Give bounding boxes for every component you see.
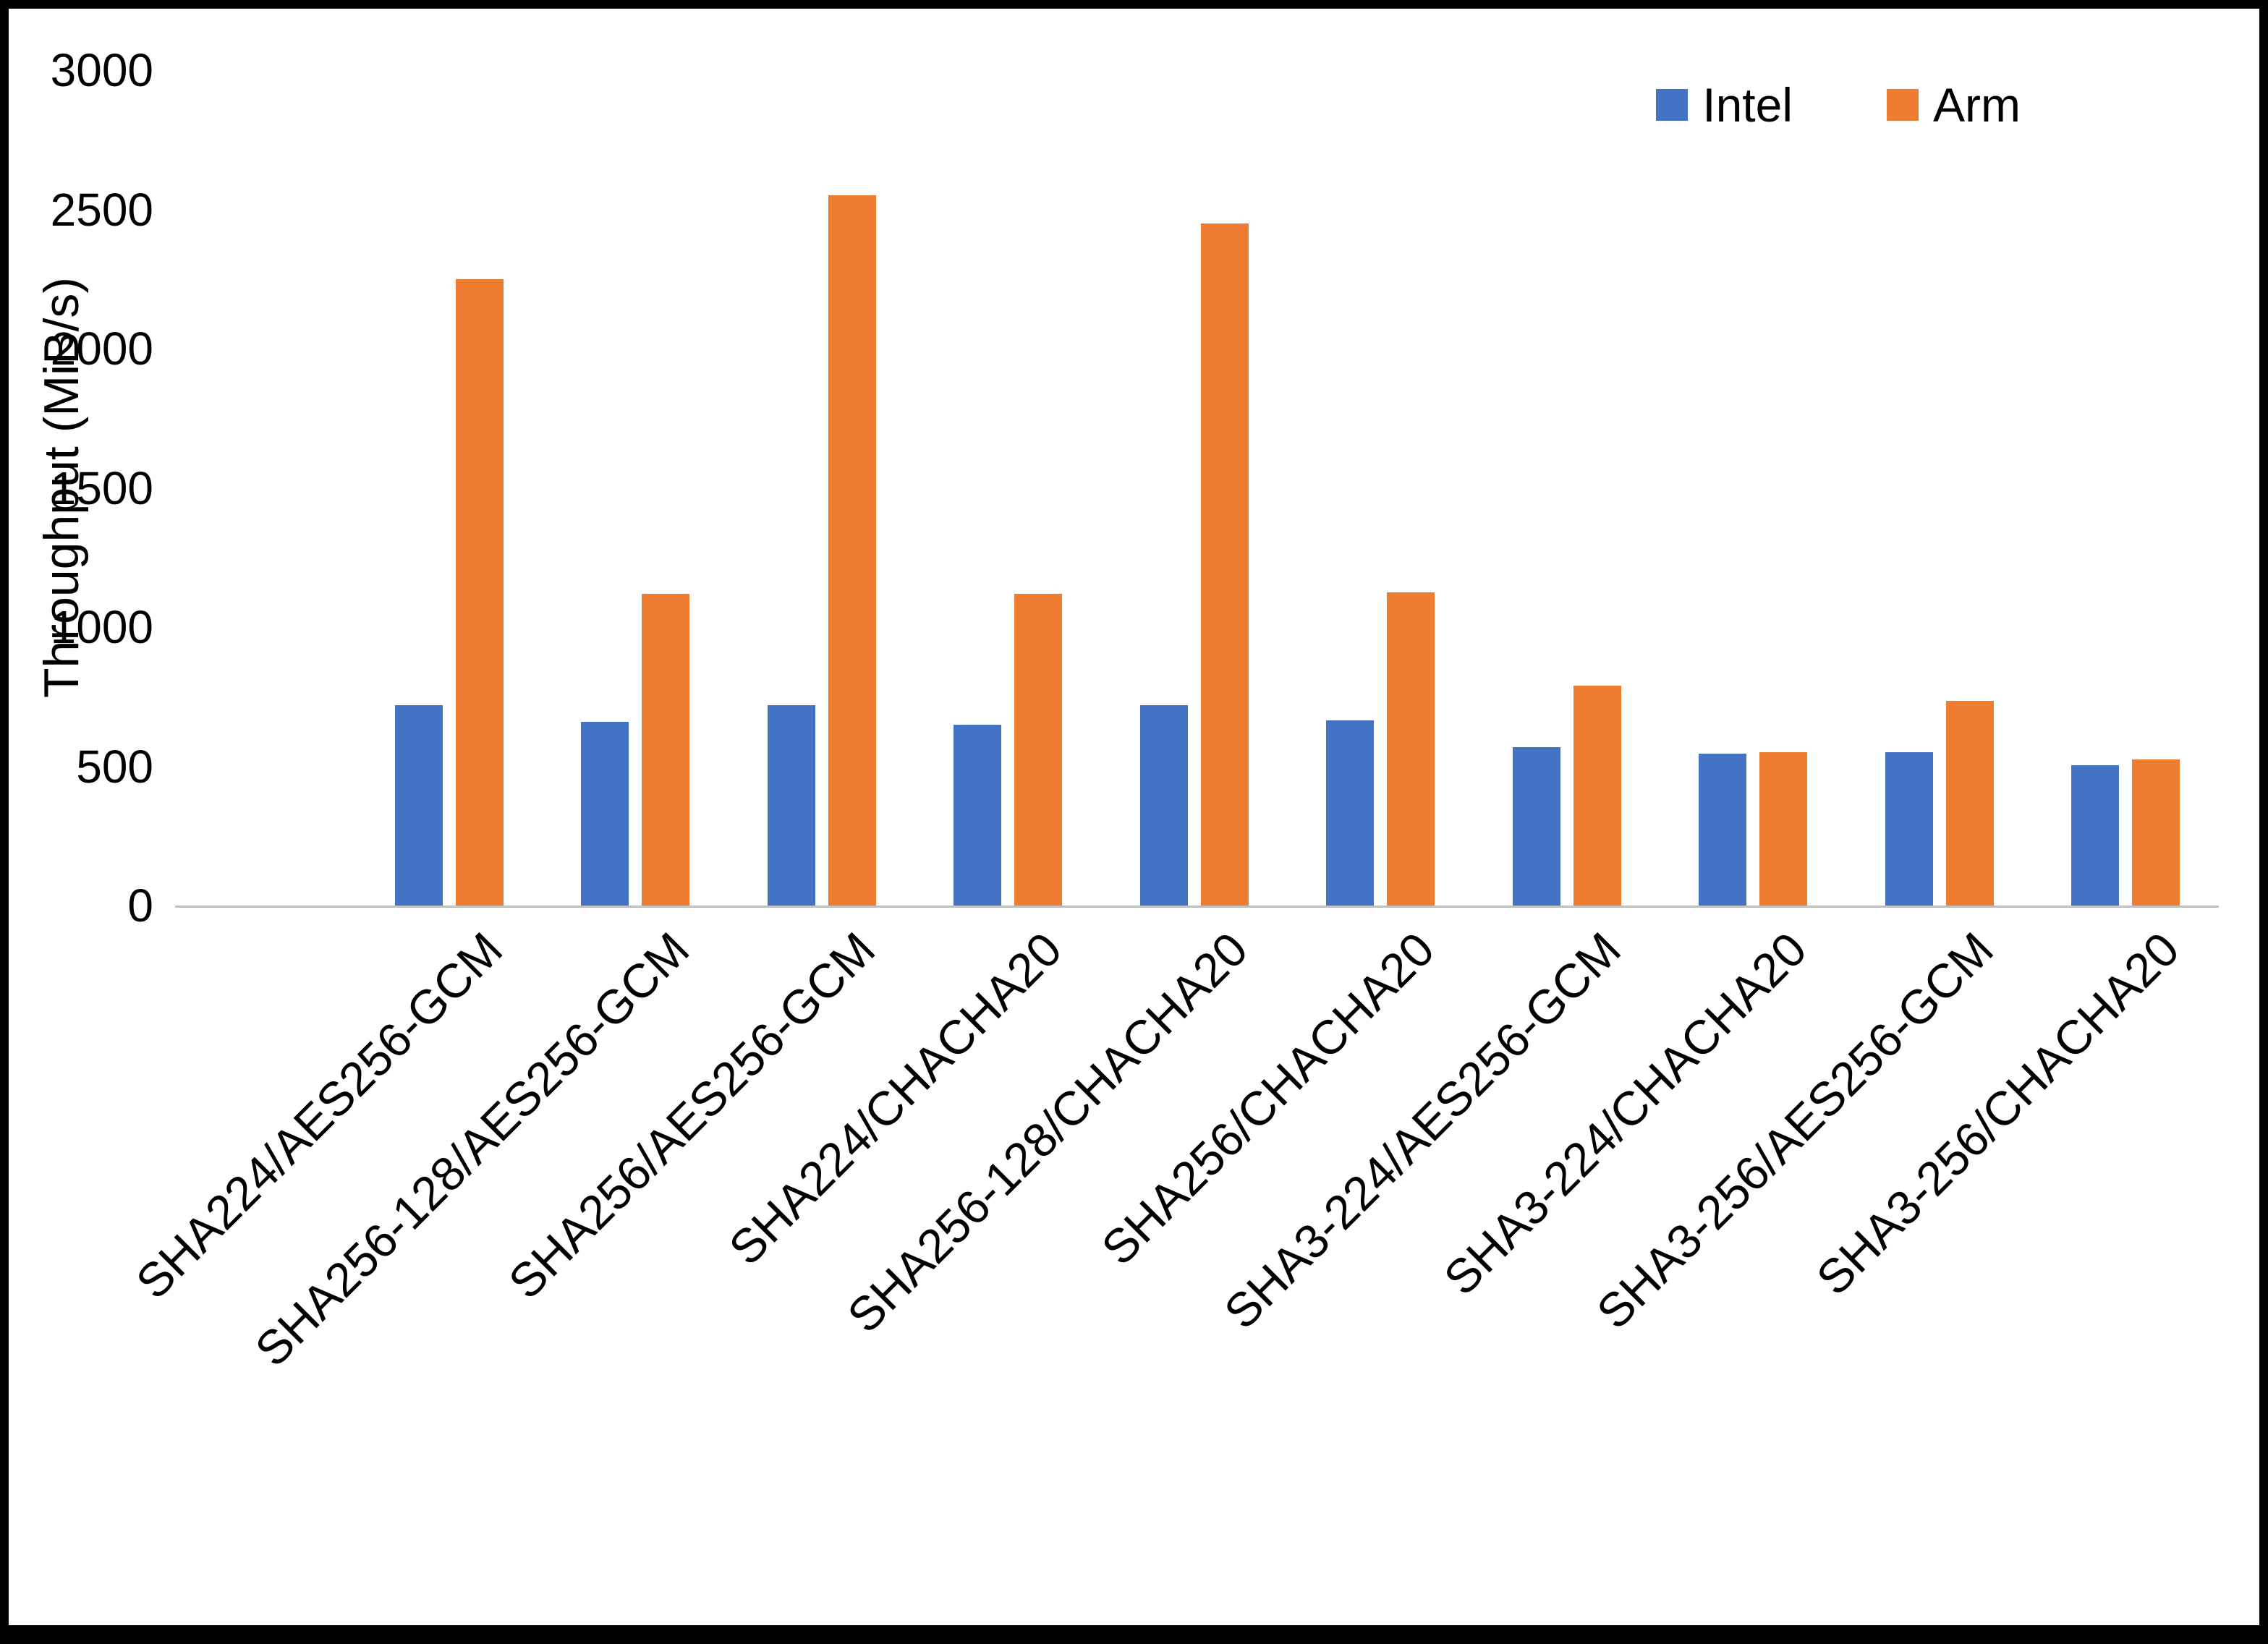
intel-bar [1699,754,1747,906]
arm-bar [1945,701,1994,906]
intel-bar [394,704,443,906]
bar-group [2033,70,2220,906]
bar-group [729,70,915,906]
intel-bar [954,724,1002,906]
intel-bar [1885,752,1933,906]
legend-item: Intel [1656,77,1793,132]
category-label: SHA3-224/CHACHA20 [1433,921,1817,1306]
y-axis-tick-labels: 0 500 1000 1500 2000 2500 3000 [9,44,153,932]
intel-bar [2071,764,2120,906]
legend: Intel Arm [1656,77,2021,132]
arm-bar [1200,223,1249,906]
intel-bar [581,721,629,906]
arm-bar [1573,685,1621,906]
bar-group [1660,70,1847,906]
arm-bar [1387,592,1435,906]
bar-group [915,70,1102,906]
bar-group [1846,70,2033,906]
bar-group [1101,70,1288,906]
bar-group [543,70,729,906]
category-label: SHA256/AES256-GCM [498,921,885,1309]
intel-bar [1512,746,1560,906]
arm-bar [828,195,876,906]
y-tick-label: 1000 [50,601,153,653]
legend-label: Arm [1933,78,2021,132]
bar-group [1288,70,1474,906]
arm-bar [2132,759,2180,906]
category-label: SHA224/AES256-GCM [125,921,513,1309]
arm-bar [1014,593,1063,906]
y-tick-label: 2500 [50,183,153,236]
category-label: SHA224/CHACHA20 [718,921,1072,1275]
y-tick-label: 1500 [50,461,153,514]
y-tick-label: 3000 [50,44,153,96]
category-label: SHA3-256/CHACHA20 [1806,921,2190,1306]
bar-group [1474,70,1660,906]
y-tick-label: 500 [76,740,153,793]
plot-area [356,70,2219,906]
y-tick-label: 2000 [50,323,153,375]
bar-group [356,70,543,906]
legend-swatch-icon [1887,89,1919,121]
intel-bar [1326,720,1375,906]
legend-item: Arm [1887,77,2021,132]
legend-label: Intel [1702,78,1793,132]
intel-bar [767,704,815,906]
x-axis-line [175,906,2219,908]
arm-bar [1759,752,1808,906]
arm-bar [642,593,690,906]
intel-bar [1139,704,1188,906]
legend-swatch-icon [1656,89,1689,121]
category-label: SHA256/CHACHA20 [1091,921,1445,1275]
y-tick-label: 0 [127,880,153,932]
arm-bar [455,278,504,906]
